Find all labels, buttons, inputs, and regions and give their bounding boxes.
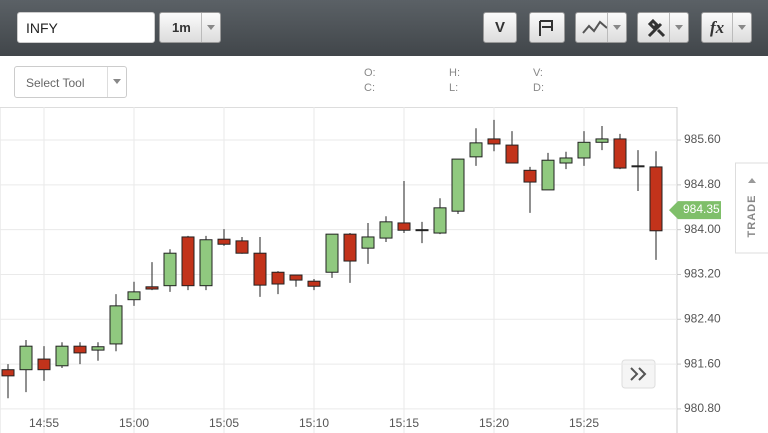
ohlc-label: L:: [449, 82, 459, 94]
candle-body: [1, 369, 15, 377]
candle-body: [595, 138, 609, 143]
trade-tab[interactable]: [735, 162, 768, 254]
candle-body: [631, 165, 645, 168]
caret: [201, 13, 220, 42]
candle-body: [163, 252, 177, 287]
x-tick-label: 15:20: [479, 416, 509, 430]
y-tick-label: 984.80: [684, 177, 721, 191]
candle-body: [451, 158, 465, 212]
candle-body: [487, 138, 501, 145]
candle-body: [613, 138, 627, 169]
last-price-tag: [669, 201, 721, 220]
last-price-label: 984.35: [683, 202, 720, 216]
candle-body: [91, 346, 105, 351]
tool-select-label: Select Tool: [26, 76, 85, 90]
flag-button[interactable]: [529, 12, 565, 43]
interval-select[interactable]: 1m: [159, 12, 221, 43]
candle-body: [505, 144, 519, 164]
candle-body: [37, 358, 51, 371]
candle-body: [649, 166, 663, 232]
interval-label: 1m: [172, 20, 191, 35]
x-tick-label: 15:00: [119, 416, 149, 430]
flag-icon: [539, 19, 553, 36]
candle-body: [109, 305, 123, 345]
candle-body: [271, 271, 285, 285]
y-tick-label: 985.60: [684, 132, 721, 146]
candle-body: [253, 252, 267, 286]
candle-body: [217, 238, 231, 245]
candle-body: [469, 142, 483, 158]
caret: [669, 13, 688, 42]
y-tick-label: 982.40: [684, 311, 721, 325]
scroll-icon: [630, 367, 647, 381]
ohlc-label: H:: [449, 67, 460, 79]
sub-toolbar: Select Tool O: C: H: L: V: D:: [0, 56, 768, 107]
candle-body: [343, 233, 357, 262]
candle-body: [19, 345, 33, 371]
candle-body: [145, 286, 159, 290]
x-tick-label: 15:15: [389, 416, 419, 430]
symbol-input[interactable]: INFY: [17, 12, 155, 43]
fx-label: fx: [710, 17, 725, 37]
candle-body: [307, 280, 321, 287]
y-tick-label: 984.00: [684, 222, 721, 236]
x-tick-label: 15:25: [569, 416, 599, 430]
candle-body: [541, 159, 555, 191]
volume-button[interactable]: V: [483, 12, 517, 43]
candle-body: [523, 169, 537, 183]
ohlc-label: D:: [533, 82, 544, 94]
y-tick-label: 981.60: [684, 356, 721, 370]
candle-body: [55, 345, 69, 367]
trade-tab-label: TRADE: [746, 195, 758, 238]
candle-body: [181, 236, 195, 287]
ohlc-label: O:: [364, 67, 376, 79]
chart-icon: [582, 20, 608, 34]
chart-type-button[interactable]: [575, 12, 627, 43]
tool-select[interactable]: Select Tool: [14, 66, 127, 98]
candle-body: [199, 239, 213, 287]
candle-body: [559, 157, 573, 164]
chart: TRADE 980.80 981.60 982.40 983.20 984.00 984.…: [0, 107, 768, 433]
x-tick-label: 15:05: [209, 416, 239, 430]
toolbar: INFY 1m V fx: [0, 0, 768, 56]
grid: [0, 107, 677, 433]
caret: [732, 13, 751, 42]
caret: [107, 67, 126, 97]
ohlc-label: V:: [533, 67, 543, 79]
caret: [607, 13, 626, 42]
candle-body: [235, 240, 249, 254]
tools-icon: [647, 18, 666, 37]
candle-body: [397, 222, 411, 231]
candle-body: [379, 221, 393, 239]
candle-body: [73, 345, 87, 354]
y-tick-label: 983.20: [684, 267, 721, 281]
scroll-button[interactable]: [621, 359, 656, 389]
x-tick-label: 14:55: [29, 416, 59, 430]
candle-body: [415, 229, 429, 232]
candle-body: [325, 233, 339, 273]
candle-body: [127, 291, 141, 301]
candle-body: [361, 236, 375, 249]
tab-arrow: [748, 178, 756, 183]
ohlc-label: C:: [364, 82, 375, 94]
indicator-button[interactable]: fx: [701, 12, 752, 43]
x-tick-label: 15:10: [299, 416, 329, 430]
y-tick-label: 980.80: [684, 401, 721, 415]
tools-button[interactable]: [637, 12, 689, 43]
candle-body: [289, 274, 303, 281]
candle-body: [577, 141, 591, 159]
candle-body: [433, 207, 447, 234]
